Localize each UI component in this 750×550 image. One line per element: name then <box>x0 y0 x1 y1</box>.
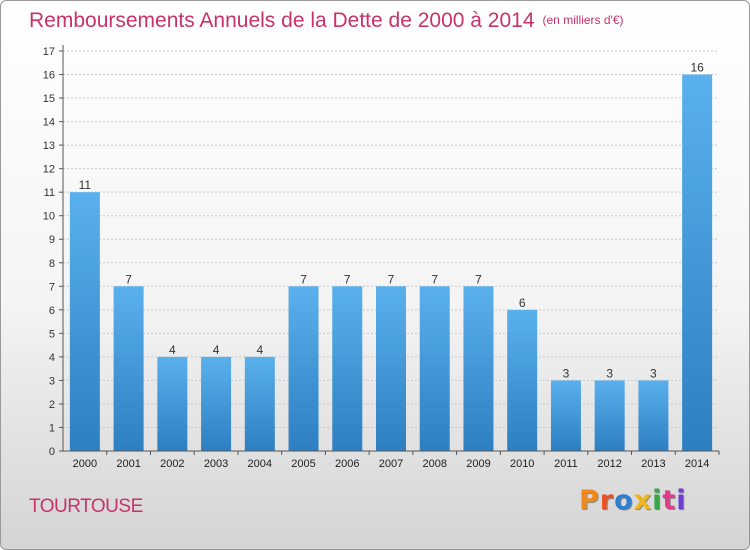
y-tick-label: 15 <box>43 93 55 105</box>
y-tick-label: 2 <box>49 399 55 411</box>
y-tick-label: 4 <box>49 352 55 364</box>
data-label: 4 <box>213 343 220 357</box>
bar <box>201 356 232 451</box>
bar <box>638 380 669 451</box>
y-tick-label: 7 <box>49 281 55 293</box>
labels: 0123456789101112131415161711200072001420… <box>43 46 710 470</box>
y-tick-label: 6 <box>49 305 55 317</box>
proxiti-logo: Proxiti <box>579 485 687 516</box>
bar <box>550 380 581 451</box>
x-tick-label: 2014 <box>685 458 709 470</box>
data-label: 6 <box>519 296 526 310</box>
bar <box>69 192 100 452</box>
data-label: 7 <box>388 272 395 286</box>
x-tick-label: 2007 <box>379 458 403 470</box>
y-tick-label: 12 <box>43 164 55 176</box>
x-tick-label: 2002 <box>160 458 184 470</box>
bar <box>682 74 713 451</box>
chart-unit: (en milliers d'€) <box>542 13 624 27</box>
y-tick-label: 14 <box>43 117 55 129</box>
y-tick-label: 9 <box>49 234 55 246</box>
data-label: 4 <box>256 343 263 357</box>
y-tick-label: 16 <box>43 70 55 82</box>
data-label: 7 <box>431 272 438 286</box>
logo-letter: r <box>599 485 615 516</box>
data-label: 7 <box>344 272 351 286</box>
x-tick-label: 2011 <box>554 458 578 470</box>
y-tick-label: 0 <box>49 446 55 458</box>
bars <box>69 74 713 452</box>
data-label: 3 <box>606 366 613 380</box>
bar <box>244 356 275 451</box>
bar <box>288 286 319 451</box>
y-tick-label: 8 <box>49 258 55 270</box>
x-tick-label: 2009 <box>466 458 490 470</box>
data-label: 3 <box>563 366 570 380</box>
logo-letter: i <box>652 485 663 516</box>
bar <box>376 286 406 451</box>
x-tick-label: 2001 <box>116 458 140 470</box>
bar <box>507 309 538 451</box>
bar <box>463 286 494 451</box>
x-tick-label: 2005 <box>291 458 315 470</box>
x-tick-label: 2012 <box>597 458 621 470</box>
y-tick-label: 10 <box>43 211 55 223</box>
logo-letter: x <box>633 485 653 516</box>
x-tick-label: 2003 <box>204 458 228 470</box>
data-label: 7 <box>300 272 307 286</box>
chart-title-text: Remboursements Annuels de la Dette de 20… <box>29 9 535 32</box>
bar <box>113 286 144 451</box>
bar <box>594 380 625 451</box>
y-tick-label: 17 <box>43 46 55 58</box>
data-label: 7 <box>125 272 132 286</box>
bar <box>157 356 188 451</box>
x-tick-label: 2013 <box>641 458 665 470</box>
data-label: 3 <box>650 366 657 380</box>
logo-letter: i <box>676 485 687 516</box>
x-tick-label: 2008 <box>422 458 446 470</box>
data-label: 11 <box>79 178 92 192</box>
data-label: 16 <box>690 61 704 75</box>
x-tick-label: 2004 <box>248 458 272 470</box>
x-tick-label: 2010 <box>510 458 534 470</box>
y-tick-label: 11 <box>44 187 55 199</box>
commune-name: TOURTOUSE <box>29 496 143 517</box>
y-tick-label: 1 <box>49 422 55 434</box>
bar <box>332 286 363 451</box>
x-tick-label: 2000 <box>73 458 97 470</box>
chart-title: Remboursements Annuels de la Dette de 20… <box>29 9 624 33</box>
y-tick-label: 5 <box>49 328 55 340</box>
data-label: 7 <box>475 272 482 286</box>
axes <box>59 45 720 455</box>
y-tick-label: 3 <box>49 375 55 387</box>
bar <box>419 286 450 451</box>
logo-letter: t <box>662 485 677 516</box>
logo-letter: o <box>614 485 634 516</box>
x-tick-label: 2006 <box>335 458 359 470</box>
logo-letter: P <box>579 485 600 516</box>
data-label: 4 <box>169 343 176 357</box>
y-tick-label: 13 <box>43 140 55 152</box>
